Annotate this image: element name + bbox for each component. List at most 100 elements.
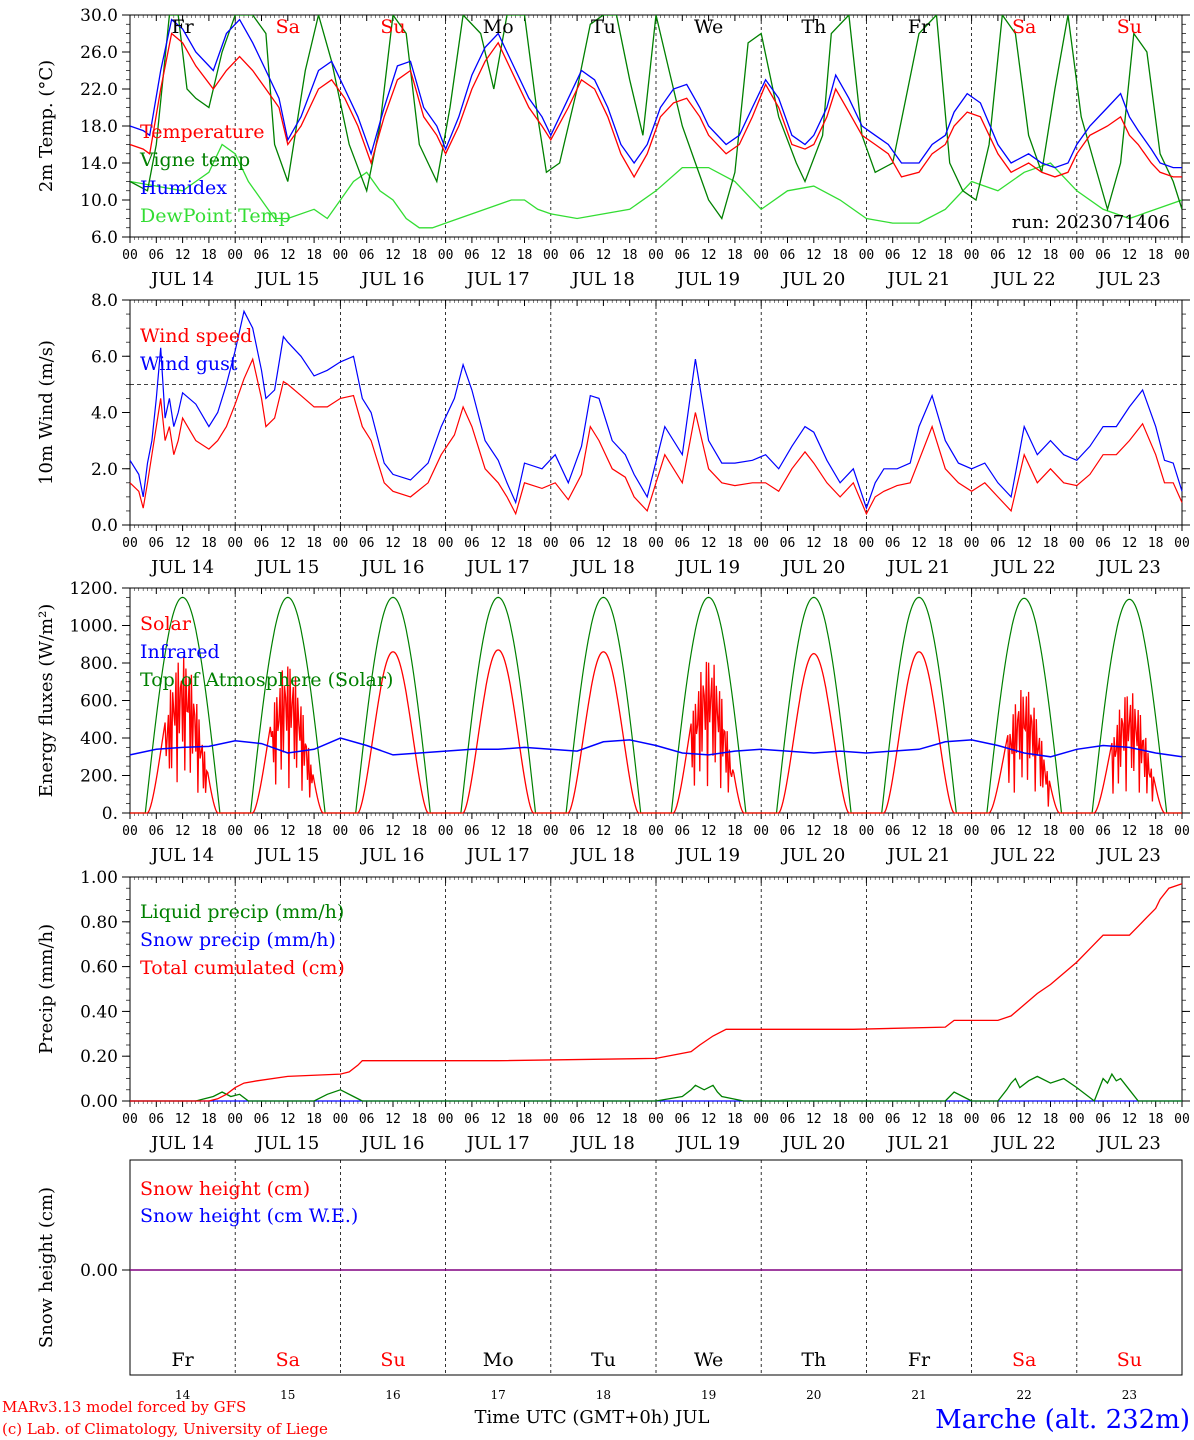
hour-tick-label: 18 <box>517 536 533 551</box>
hour-tick-label: 12 <box>280 248 296 263</box>
hour-tick-label: 06 <box>990 1112 1006 1127</box>
y-tick-label: 0.80 <box>80 913 118 933</box>
legend-snow-precip-mm-h: Snow precip (mm/h) <box>140 929 336 951</box>
hour-tick-label: 18 <box>201 248 217 263</box>
hour-tick-label: 06 <box>359 536 375 551</box>
date-label: JUL 15 <box>254 1133 319 1154</box>
hour-tick-label: 06 <box>990 248 1006 263</box>
y-tick-label: 800. <box>80 654 118 674</box>
weekday-label-bottom: Fr <box>171 1349 194 1371</box>
hour-tick-label: 00 <box>438 248 454 263</box>
legend-solar: Solar <box>140 613 192 635</box>
hour-tick-label: 06 <box>254 1112 270 1127</box>
hour-tick-label: 18 <box>937 1112 953 1127</box>
day-number-label: 21 <box>911 1388 926 1402</box>
date-label: JUL 16 <box>360 557 425 578</box>
hour-tick-label: 06 <box>885 824 901 839</box>
hour-tick-label: 00 <box>1069 248 1085 263</box>
date-label: JUL 18 <box>570 557 635 578</box>
hour-tick-label: 00 <box>1069 824 1085 839</box>
line-total-cumulated-cm- <box>130 883 1183 1102</box>
weekday-label-top: Su <box>1117 16 1142 38</box>
hour-tick-label: 06 <box>148 536 164 551</box>
date-label: JUL 14 <box>149 269 214 290</box>
hour-tick-label: 06 <box>148 1112 164 1127</box>
day-number-label: 19 <box>701 1388 716 1402</box>
date-label: JUL 23 <box>1096 269 1161 290</box>
date-label: JUL 16 <box>360 845 425 866</box>
date-label: JUL 16 <box>360 1133 425 1154</box>
hour-tick-label: 06 <box>674 1112 690 1127</box>
hour-tick-label: 18 <box>727 248 743 263</box>
hour-tick-label: 18 <box>832 1112 848 1127</box>
date-label: JUL 22 <box>991 557 1056 578</box>
y-tick-label: 18.0 <box>80 117 118 137</box>
y-tick-label: 26.0 <box>80 43 118 63</box>
panel-wind: 00 06 12 18 00 06 12 18 00 06 12 18 00 06 12 18 00 06 12 18… <box>36 291 1190 578</box>
hour-tick-label: 00 <box>1174 1112 1190 1127</box>
hour-tick-label: 06 <box>569 248 585 263</box>
hour-tick-label: 18 <box>306 248 322 263</box>
legend-snow-height-cm: Snow height (cm) <box>140 1178 310 1200</box>
hour-tick-label: 00 <box>964 824 980 839</box>
line-temperature <box>130 32 1182 179</box>
date-label: JUL 20 <box>780 1133 845 1154</box>
weekday-label-bottom: Sa <box>1012 1349 1036 1371</box>
date-label: JUL 17 <box>465 845 530 866</box>
weekday-label-top: Fr <box>171 16 194 38</box>
weekday-label-bottom: Sa <box>276 1349 300 1371</box>
hour-tick-label: 18 <box>727 536 743 551</box>
date-label: JUL 18 <box>570 1133 635 1154</box>
hour-tick-label: 06 <box>674 536 690 551</box>
date-label: JUL 17 <box>465 1133 530 1154</box>
hour-tick-label: 00 <box>438 1112 454 1127</box>
weekday-label-top: Sa <box>276 16 300 38</box>
hour-tick-label: 00 <box>543 248 559 263</box>
hour-tick-label: 00 <box>1069 1112 1085 1127</box>
line-wind-gust <box>129 309 1183 510</box>
hour-tick-label: 12 <box>596 248 612 263</box>
day-number-label: 14 <box>175 1388 191 1402</box>
day-number-label: 18 <box>596 1388 611 1402</box>
hour-tick-label: 12 <box>911 1112 927 1127</box>
weekday-label-bottom: Fr <box>908 1349 931 1371</box>
x-axis-label: Time UTC (GMT+0h) JUL <box>475 1407 710 1428</box>
hour-tick-label: 00 <box>333 1112 349 1127</box>
hour-tick-label: 00 <box>1174 824 1190 839</box>
date-label: JUL 21 <box>886 557 951 578</box>
hour-tick-label: 00 <box>227 824 243 839</box>
date-label: JUL 17 <box>465 269 530 290</box>
hour-tick-label: 18 <box>1043 1112 1059 1127</box>
hour-tick-label: 06 <box>780 824 796 839</box>
hour-tick-label: 18 <box>727 824 743 839</box>
hour-tick-label: 12 <box>175 1112 191 1127</box>
date-label: JUL 22 <box>991 845 1056 866</box>
hour-tick-label: 18 <box>1043 824 1059 839</box>
hour-tick-label: 00 <box>859 824 875 839</box>
hour-tick-label: 18 <box>1148 248 1164 263</box>
weekday-label-top: Th <box>801 16 826 38</box>
date-label: JUL 19 <box>675 557 740 578</box>
hour-tick-label: 06 <box>254 824 270 839</box>
y-axis-label-snow: Snow height (cm) <box>36 1187 57 1348</box>
hour-tick-label: 12 <box>385 1112 401 1127</box>
hour-tick-label: 18 <box>306 824 322 839</box>
hour-tick-label: 18 <box>411 824 427 839</box>
hour-tick-label: 00 <box>438 824 454 839</box>
date-label: JUL 22 <box>991 1133 1056 1154</box>
hour-tick-label: 00 <box>648 536 664 551</box>
legend-snow-height-cm-w-e: Snow height (cm W.E.) <box>140 1205 358 1227</box>
legend-wind-gust: Wind gust <box>140 353 238 375</box>
hour-tick-label: 06 <box>674 824 690 839</box>
hour-tick-label: 18 <box>727 1112 743 1127</box>
date-label: JUL 19 <box>675 845 740 866</box>
hour-tick-label: 12 <box>385 824 401 839</box>
hour-tick-label: 00 <box>648 1112 664 1127</box>
hour-tick-label: 06 <box>1095 248 1111 263</box>
hour-tick-label: 00 <box>227 248 243 263</box>
hour-tick-label: 12 <box>280 1112 296 1127</box>
hour-tick-label: 00 <box>1069 536 1085 551</box>
hour-tick-label: 00 <box>333 248 349 263</box>
hour-tick-label: 12 <box>1016 536 1032 551</box>
legend-dewpoint-temp: DewPoint Temp <box>140 205 291 227</box>
